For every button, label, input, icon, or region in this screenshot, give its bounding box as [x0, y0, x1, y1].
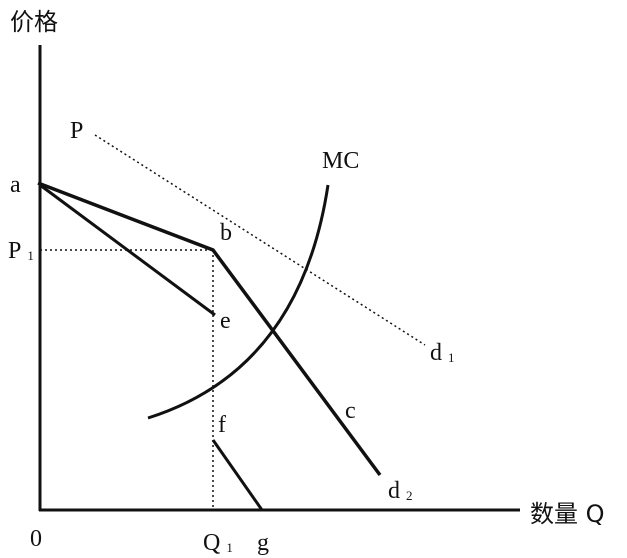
lines: [37, 45, 520, 512]
label-text: P: [8, 238, 21, 264]
origin-label: 0: [30, 526, 42, 552]
label-subscript: 2: [406, 488, 413, 503]
label-text: g: [257, 530, 269, 556]
label-text: P: [70, 118, 83, 144]
label-text: d: [388, 478, 400, 504]
label-text: MC: [322, 148, 359, 174]
point-label: f: [218, 412, 226, 438]
point-label: P: [70, 118, 83, 144]
point-label: e: [220, 308, 231, 334]
point-label: a: [10, 172, 21, 198]
mr-lower: [211, 439, 264, 511]
point-label: g: [257, 530, 269, 556]
label-text: f: [218, 412, 226, 438]
label-text: b: [220, 220, 232, 246]
kinked-demand: [37, 181, 382, 477]
mr-upper: [39, 183, 216, 317]
y-axis-label: 价格: [10, 8, 58, 36]
mc-curve: [147, 184, 330, 420]
label-subscript: 1: [226, 540, 233, 555]
label-text: a: [10, 172, 21, 198]
label-subscript: 1: [27, 248, 34, 263]
label-text: Q: [203, 530, 220, 556]
x-axis-label: 数量 Q: [530, 500, 605, 528]
demand-d1: [94, 134, 426, 346]
label-text: c: [345, 398, 356, 424]
point-label: MC: [322, 148, 359, 174]
label-text: d: [430, 340, 442, 366]
point-label: c: [345, 398, 356, 424]
label-text: e: [220, 308, 231, 334]
label-subscript: 1: [448, 350, 455, 365]
point-label: b: [220, 220, 232, 246]
